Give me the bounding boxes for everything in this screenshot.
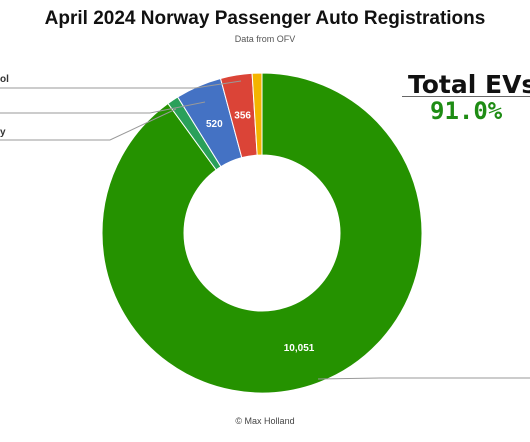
slice-label-0: 10,051 [284,343,315,354]
leader-line-green [317,377,530,380]
donut-slice-4 [251,72,263,156]
donut-slice-0 [101,72,423,394]
total-evs-title: Total EVs [408,70,530,99]
total-evs-value: 91.0% [430,97,503,125]
slices-layer [101,72,423,394]
leader-line-teal [0,108,177,141]
legend-label-partial-2: y [0,127,6,138]
slice-label-2: 520 [206,119,223,130]
leader-line-red [0,80,242,89]
slice-label-3: 356 [234,111,251,122]
leader-lines [0,80,530,380]
chart-title: April 2024 Norway Passenger Auto Registr… [44,8,486,29]
leader-line-blue [0,101,206,114]
total-evs-divider [402,96,530,97]
data-labels: 10,051 520 356 [206,111,315,355]
legend-label-partial-1: ol [0,74,9,85]
chart-subtitle: Data from OFV [234,34,296,44]
credit-text: © Max Holland [235,416,295,426]
